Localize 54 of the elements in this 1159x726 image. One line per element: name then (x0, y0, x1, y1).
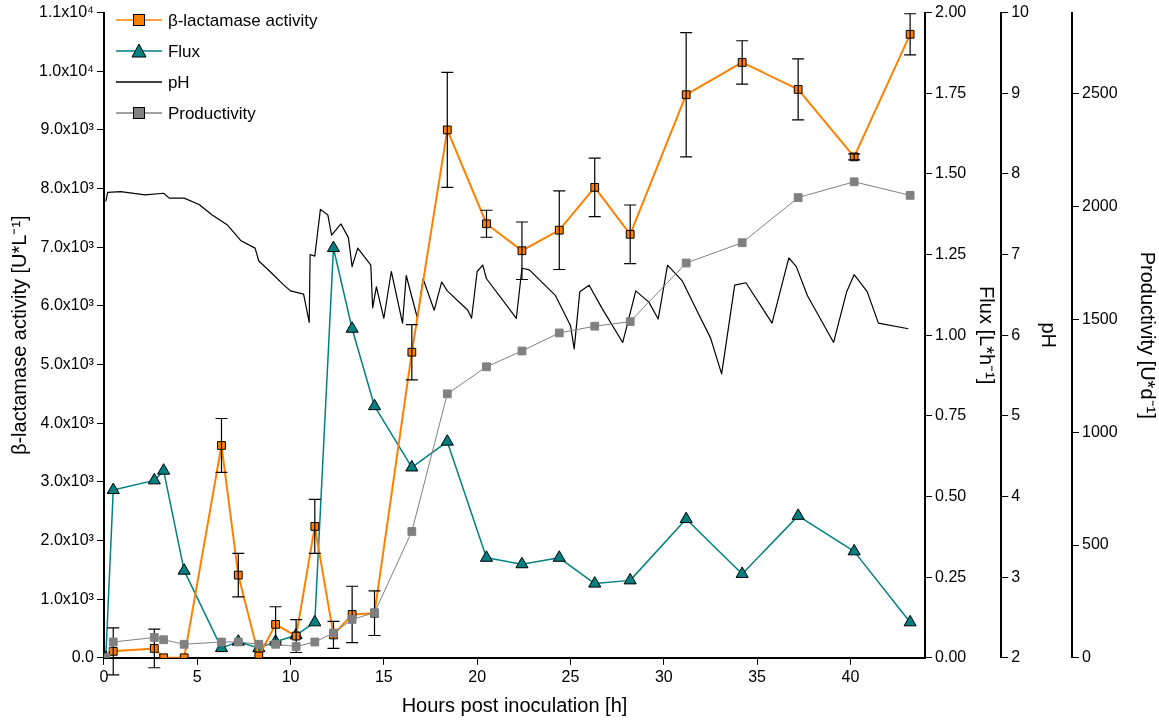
y2-tick-label: 0.75 (935, 406, 967, 424)
y-tick-label: 6.0x10³ (40, 296, 95, 314)
y-tick-label: 1.0x10⁴ (38, 61, 95, 79)
y-tick-label: 2.0x10³ (40, 530, 95, 548)
y3-tick-label: 8 (1011, 164, 1021, 182)
y2-tick-label: 1.25 (935, 244, 967, 262)
y3-tick-label: 9 (1011, 83, 1021, 101)
x-tick-label: 5 (192, 667, 202, 685)
y-tick-label: 500 (1082, 535, 1109, 553)
y2-tick-label: 1.75 (935, 83, 967, 101)
y3-tick-label: 5 (1011, 406, 1021, 424)
y3-tick-label: 4 (1011, 486, 1021, 504)
y2-tick-label: 2.00 (935, 3, 967, 21)
y-tick-label: 1.0x10³ (40, 589, 95, 607)
y3-tick-label: 7 (1011, 244, 1021, 262)
y-tick-label: 1500 (1082, 309, 1118, 327)
y-tick-label: 4.0x10³ (40, 413, 95, 431)
y-tick-label: 1.1x10⁴ (38, 3, 95, 21)
y2-tick-label: 0.00 (935, 648, 967, 666)
y-tick-label: 2500 (1082, 84, 1118, 102)
y3-tick-label: 3 (1011, 567, 1021, 585)
y2-tick-label: 1.50 (935, 164, 967, 182)
legend-label: β-lactamase activity (167, 9, 318, 32)
x-tick-label: 30 (654, 667, 673, 685)
y-tick-label: 8.0x10³ (40, 178, 95, 196)
x-tick-label: 0 (99, 667, 109, 685)
y-axis-title: Productivity [U*d⁻¹] (1137, 251, 1159, 419)
x-tick-label: 15 (374, 667, 393, 685)
y-tick-label: 7.0x10³ (40, 237, 95, 255)
y-tick-label: 5.0x10³ (40, 354, 95, 372)
y-tick-label: 2000 (1082, 197, 1118, 215)
y3-axis-title: pH (1038, 322, 1061, 348)
x-tick-label: 20 (468, 667, 487, 685)
y2-tick-label: 1.00 (935, 325, 967, 343)
legend-label: pH (167, 71, 190, 94)
y2-tick-label: 0.25 (935, 567, 967, 585)
y2-tick-label: 0.50 (935, 486, 967, 504)
legend-label: Flux (167, 40, 201, 63)
y-tick-label: 9.0x10³ (40, 120, 95, 138)
y-axis-title: β-lactamase activity [U*L⁻¹] (7, 215, 30, 456)
y-tick-label: 0 (1082, 648, 1091, 666)
y2-axis-title: Flux [L*h⁻¹] (975, 286, 998, 385)
x-tick-label: 35 (748, 667, 767, 685)
y-tick-label: 3.0x10³ (40, 472, 95, 490)
x-tick-label: 10 (281, 667, 300, 685)
x-axis-title: Hours post inoculation [h] (401, 693, 628, 716)
y-tick-label: 1000 (1082, 422, 1118, 440)
y3-tick-label: 10 (1011, 3, 1030, 21)
y3-tick-label: 6 (1011, 325, 1021, 343)
y3-tick-label: 2 (1011, 648, 1021, 666)
x-tick-label: 40 (841, 667, 860, 685)
x-tick-label: 25 (561, 667, 580, 685)
legend-label: Productivity (167, 102, 256, 125)
y-tick-label: 0.0 (71, 648, 95, 666)
